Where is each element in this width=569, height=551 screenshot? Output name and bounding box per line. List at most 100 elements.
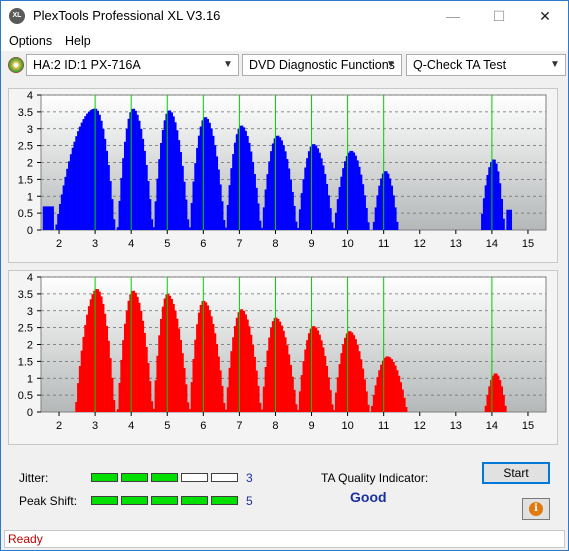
- x-tick-label: 4: [128, 420, 134, 432]
- data-bar: [351, 150, 354, 230]
- data-bar: [98, 291, 101, 412]
- data-bar: [224, 227, 228, 230]
- data-bar: [493, 159, 496, 230]
- data-bar: [288, 354, 291, 412]
- close-button[interactable]: ✕: [539, 8, 551, 24]
- data-bar: [233, 326, 237, 412]
- data-bar: [484, 405, 487, 412]
- data-bar: [333, 228, 336, 230]
- data-bar: [380, 178, 383, 230]
- data-bar: [324, 173, 327, 230]
- menu-options[interactable]: Options: [9, 34, 53, 48]
- data-bar: [147, 363, 150, 412]
- data-bar: [302, 179, 305, 230]
- x-tick-label: 6: [200, 420, 206, 432]
- data-bar: [255, 187, 258, 230]
- data-bar: [122, 158, 125, 230]
- data-bar: [488, 167, 491, 230]
- data-bar: [347, 152, 350, 230]
- data-bar: [273, 138, 276, 230]
- maximize-button[interactable]: ☐: [492, 8, 506, 24]
- data-bar: [78, 366, 81, 412]
- x-tick-label: 12: [414, 238, 426, 250]
- data-bar: [403, 397, 406, 412]
- data-bar: [84, 324, 87, 412]
- data-bar: [344, 337, 347, 412]
- data-bar: [176, 130, 179, 230]
- data-bar: [131, 108, 134, 230]
- data-bar: [87, 111, 90, 230]
- data-bar: [235, 317, 238, 412]
- x-tick-label: 5: [164, 420, 170, 432]
- data-bar: [248, 142, 251, 230]
- data-bar: [116, 227, 119, 230]
- chevron-down-icon: ▼: [223, 59, 233, 70]
- data-bar: [221, 385, 224, 412]
- info-icon: i: [529, 502, 543, 516]
- data-bar: [111, 199, 114, 230]
- data-bar: [356, 344, 359, 412]
- data-bar: [288, 168, 291, 230]
- data-bar: [206, 119, 210, 230]
- data-bar: [151, 219, 154, 230]
- data-bar: [147, 181, 150, 230]
- x-tick-label: 13: [450, 238, 462, 250]
- data-bar: [230, 168, 233, 230]
- data-bar: [129, 112, 132, 230]
- data-bar: [156, 178, 159, 230]
- title-bar[interactable]: XL PlexTools Professional XL V3.16 — ☐ ✕: [1, 1, 568, 31]
- data-bar: [367, 404, 370, 412]
- data-bar: [132, 108, 136, 230]
- data-bar: [271, 321, 274, 412]
- data-bar: [62, 185, 65, 230]
- x-tick-label: 6: [200, 238, 206, 250]
- test-select[interactable]: Q-Check TA Test ▼: [406, 54, 566, 76]
- data-bar: [188, 227, 191, 230]
- jitter-chart-panel: 4 3.5 3 2.5 2 1.5 1 0.5 0 2 3 4 5 6 7 8 9 10 11 12 13 14 15: [8, 88, 558, 263]
- drive-select[interactable]: HA:2 ID:1 PX-716A ▼: [26, 54, 239, 76]
- data-bar: [495, 163, 498, 230]
- data-bar: [210, 316, 213, 412]
- data-bar: [497, 171, 500, 230]
- data-bar: [190, 382, 193, 412]
- data-bar: [484, 185, 487, 230]
- peak-shift-label: Peak Shift:: [19, 494, 78, 508]
- info-button[interactable]: i: [522, 498, 550, 520]
- data-bar: [169, 295, 172, 412]
- data-bar: [320, 340, 323, 412]
- data-bar: [87, 306, 90, 412]
- data-bar: [214, 333, 217, 412]
- function-select[interactable]: DVD Diagnostic Functions ▼: [242, 54, 402, 76]
- data-bar: [214, 145, 217, 230]
- data-bar: [313, 326, 316, 412]
- data-bar: [270, 327, 273, 412]
- level-segment: [151, 496, 178, 505]
- level-segment: [181, 473, 208, 482]
- data-bar: [491, 159, 494, 230]
- data-bar: [170, 299, 173, 412]
- data-bar: [318, 152, 321, 230]
- data-bar: [342, 344, 345, 412]
- minimize-button[interactable]: —: [446, 8, 460, 24]
- data-bar: [201, 120, 204, 230]
- data-bar: [399, 382, 403, 412]
- x-tick-label: 11: [378, 238, 389, 250]
- data-bar: [336, 199, 339, 230]
- data-bar: [201, 301, 204, 412]
- data-bar: [262, 207, 265, 230]
- data-bar: [77, 383, 80, 412]
- data-bar: [59, 203, 62, 230]
- data-bar: [363, 379, 366, 412]
- start-button[interactable]: Start: [482, 462, 550, 484]
- data-bar: [154, 380, 157, 412]
- data-bar: [383, 171, 386, 230]
- data-bar: [105, 326, 109, 412]
- data-bar: [196, 324, 199, 412]
- data-bar: [268, 337, 271, 412]
- data-bar: [122, 340, 125, 412]
- data-bar: [315, 327, 318, 412]
- level-segment: [121, 496, 148, 505]
- data-bar: [172, 303, 175, 412]
- menu-help[interactable]: Help: [65, 34, 91, 48]
- data-bar: [253, 174, 256, 230]
